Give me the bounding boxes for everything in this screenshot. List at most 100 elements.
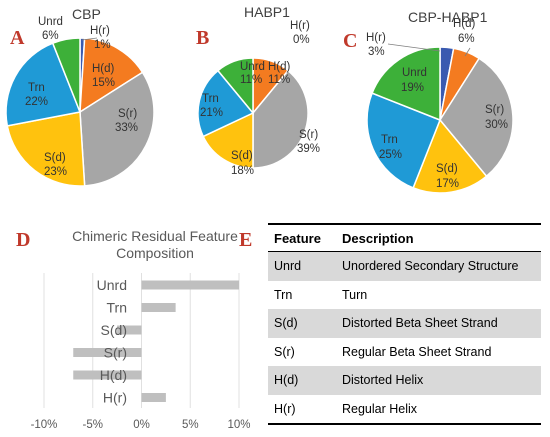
category-label: S(d)	[101, 322, 127, 338]
slice-name: H(r)	[366, 32, 386, 44]
category-label: Trn	[107, 300, 127, 316]
slice-name: H(d)	[92, 63, 115, 75]
leader-line	[387, 43, 441, 52]
table-row: H(r) Regular Helix	[268, 394, 541, 425]
pie-slice-unrd	[371, 46, 441, 122]
slice-value: 39%	[297, 143, 320, 155]
pie-slice-sd	[412, 118, 488, 194]
slice-value: 21%	[200, 107, 223, 119]
slice-value: 30%	[485, 119, 508, 131]
feature-cell: H(d)	[268, 366, 342, 395]
description-cell: Regular Beta Sheet Strand	[342, 344, 492, 359]
pie-slice-trn	[366, 92, 441, 189]
panel-letter-d: D	[16, 229, 30, 251]
pie-slice-sd	[6, 111, 86, 187]
bar-chart: -10% -5% 0% 5% 10% Unrd Trn S(d) S(r) H(d) H(r)	[31, 273, 251, 431]
x-tick-label: 5%	[182, 419, 199, 431]
slice-name: S(r)	[118, 108, 137, 120]
x-tick-label: -5%	[83, 419, 103, 431]
slice-name: Unrd	[38, 16, 63, 28]
description-cell: Turn	[342, 287, 368, 302]
pie-slice-sr	[252, 69, 309, 169]
feature-cell: Trn	[274, 287, 293, 302]
table-row: S(d) Distorted Beta Sheet Strand	[268, 309, 541, 338]
x-tick-label: 0%	[133, 419, 150, 431]
pie-chart-habp1	[197, 57, 309, 169]
table-row: Trn Turn	[268, 281, 541, 310]
slice-name: Trn	[381, 134, 398, 146]
description-cell: Distorted Helix	[342, 366, 541, 395]
leader-line	[81, 37, 98, 41]
slice-name: Unrd	[240, 61, 265, 73]
table-row: H(d) Distorted Helix	[268, 366, 541, 395]
description-cell: Unordered Secondary Structure	[342, 251, 541, 281]
slice-name: Trn	[202, 93, 219, 105]
pie-title-cbp: CBP	[72, 6, 101, 22]
bar-sd	[117, 325, 142, 335]
slice-value: 17%	[436, 178, 459, 190]
slice-value: 25%	[379, 149, 402, 161]
category-label: H(d)	[100, 367, 127, 383]
pie-slice-hd	[79, 37, 144, 114]
description-cell: Regular Helix	[342, 394, 541, 425]
panel-letter-e: E	[239, 229, 252, 251]
category-label: S(r)	[104, 345, 127, 361]
slice-value: 15%	[92, 77, 115, 89]
pie-slice-sr	[439, 57, 514, 178]
slice-value: 23%	[44, 166, 67, 178]
pie-chart-cbp-habp1	[366, 43, 514, 194]
slice-name: S(r)	[485, 104, 504, 116]
slice-value: 22%	[25, 96, 48, 108]
feature-table: Feature Description Unrd Unordered Secon…	[268, 223, 541, 425]
slice-value: 19%	[401, 82, 424, 94]
bar-sr	[73, 348, 142, 357]
pie-slice-unrd	[216, 57, 254, 116]
table-row: S(r) Regular Beta Sheet Strand	[268, 338, 541, 367]
table-row: Unrd Unordered Secondary Structure	[268, 251, 541, 281]
bar-hr	[141, 393, 166, 402]
slice-name: H(d)	[268, 61, 291, 73]
slice-value: 18%	[231, 165, 254, 177]
slice-value: 11%	[240, 74, 262, 86]
pie-title-habp1: HABP1	[244, 4, 290, 20]
pie-slice-trn	[5, 42, 82, 127]
slice-name: S(r)	[299, 129, 318, 141]
leader-line	[464, 47, 471, 57]
pie-chart-cbp	[5, 37, 155, 187]
slice-name: Trn	[28, 82, 45, 94]
slice-name: H(r)	[90, 25, 110, 37]
slice-value: 1%	[94, 39, 111, 51]
slice-value: 3%	[368, 46, 385, 58]
slice-name: Unrd	[402, 67, 427, 79]
bar-hd	[73, 370, 142, 380]
feature-cell: S(r)	[274, 344, 295, 359]
pie-slice-trn	[197, 69, 255, 138]
panel-letter-c: C	[343, 30, 357, 52]
panel-letter-a: A	[10, 27, 25, 49]
feature-cell: H(r)	[268, 394, 342, 425]
slice-name: S(d)	[436, 163, 458, 175]
bar-trn	[141, 303, 176, 312]
panel-letter-b: B	[196, 27, 209, 49]
x-tick-label: 10%	[227, 419, 250, 431]
description-cell: Distorted Beta Sheet Strand	[342, 309, 541, 338]
slice-name: S(d)	[44, 152, 66, 164]
pie-title-cbp-habp1: CBP-HABP1	[408, 9, 488, 25]
feature-cell: Unrd	[268, 251, 342, 281]
bar-chart-title-line1: Chimeric Residual Feature	[72, 228, 238, 244]
bar-unrd	[141, 280, 239, 290]
pie-slice-sd	[202, 111, 254, 169]
slice-value: 6%	[458, 33, 475, 45]
slice-value: 0%	[293, 34, 310, 46]
category-label: H(r)	[103, 390, 127, 406]
column-header-description: Description	[342, 223, 541, 252]
x-tick-label: -10%	[31, 419, 58, 431]
feature-cell: S(d)	[268, 309, 342, 338]
category-label: Unrd	[97, 277, 127, 293]
bar-chart-title-line2: Composition	[116, 245, 194, 261]
column-header-feature: Feature	[268, 223, 342, 252]
slice-name: S(d)	[231, 150, 253, 162]
pie-slice-sr	[79, 71, 155, 187]
pie-slice-unrd	[51, 37, 81, 113]
